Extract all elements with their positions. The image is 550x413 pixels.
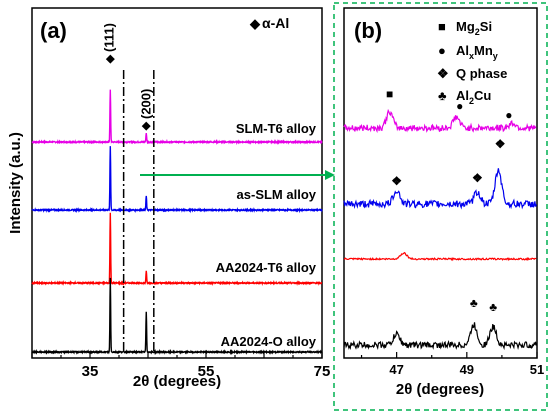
panel-b-legend: ■ Mg2Si ● AlxMny ❖ Q phase ♣ Al2Cu xyxy=(437,19,507,106)
panel-b-phase-marker-icon: ■ xyxy=(386,87,393,101)
panel-b-phase-marker-icon: ❖ xyxy=(495,137,506,151)
panel-a-series-label: as-SLM alloy xyxy=(237,187,317,202)
panel-b-phase-marker-icon: ● xyxy=(456,99,463,113)
legend-al2cu: Al2Cu xyxy=(456,88,491,106)
panel-a-series-line xyxy=(31,277,323,356)
panel-a-x-tick-label: 55 xyxy=(198,363,215,380)
panel-a-dashdot-lines xyxy=(122,70,155,352)
panel-a-series-line xyxy=(31,212,323,286)
mg2si-square-icon: ■ xyxy=(438,19,446,34)
alxmny-circle-icon: ● xyxy=(438,43,446,58)
panel-a-series-label: SLM-T6 alloy xyxy=(236,121,317,136)
panel-b-dashed-box xyxy=(333,2,548,411)
panel-b-phase-marker-icon: ❖ xyxy=(472,171,483,185)
panel-a-label: (a) xyxy=(40,18,67,43)
peak-111-label: (111) xyxy=(101,23,116,52)
panel-a-ylabel: Intensity (a.u.) xyxy=(7,132,24,234)
al2cu-club-icon: ♣ xyxy=(438,88,447,103)
q-phase-icon: ❖ xyxy=(437,66,449,81)
panel-b-phase-marker-icon: ● xyxy=(505,108,512,122)
panel-a-series-label: AA2024-O alloy xyxy=(221,334,317,349)
panel-a-peak-labels: ◆(111)◆(200) xyxy=(101,23,153,132)
panel-a-series-group xyxy=(31,89,323,356)
peak-200-label: (200) xyxy=(138,89,153,119)
arrow-head-icon xyxy=(325,170,335,180)
panel-a-frame xyxy=(31,7,323,359)
panel-b-x-tick-label: 49 xyxy=(460,362,474,377)
panel-a-legend: ◆ α-Al xyxy=(249,15,289,31)
panel-b-series-line xyxy=(343,168,537,210)
alpha-al-diamond-icon: ◆ xyxy=(249,16,261,31)
panel-b-phase-markers: ■ ● ● ❖ ❖ ❖ ♣ ♣ xyxy=(386,87,513,314)
panel-b-phase-marker-icon: ♣ xyxy=(470,296,478,310)
panel-a-series-label: AA2024-T6 alloy xyxy=(216,260,317,275)
panel-b-x-tick-label: 51 xyxy=(530,362,544,377)
panel-a-series-line xyxy=(31,146,323,214)
panel-b-x-tick-label: 47 xyxy=(389,362,403,377)
panel-b-series-group xyxy=(343,108,537,351)
panel-a-ticks: 35 55 75 xyxy=(31,352,331,380)
panel-b: ■ ● ● ❖ ❖ ❖ ♣ ♣ 47 49 51 (b) 2θ (degrees) ■ Mg2Si… xyxy=(333,2,548,411)
panel-b-xlabel: 2θ (degrees) xyxy=(396,381,484,398)
panel-b-phase-marker-icon: ❖ xyxy=(391,174,402,188)
panel-b-series-line xyxy=(343,322,537,351)
legend-mg2si: Mg2Si xyxy=(456,19,492,37)
panel-a-x-tick-label: 35 xyxy=(82,363,99,380)
peak-111-diamond-icon: ◆ xyxy=(105,53,115,65)
connector-arrow xyxy=(140,170,335,180)
peak-200-diamond-icon: ◆ xyxy=(141,120,151,132)
panel-a: 35 55 75 (a) Intensity (a.u.) 2θ (degrees)… xyxy=(7,7,331,390)
panel-a-series-line xyxy=(31,89,323,146)
legend-alpha-al: α-Al xyxy=(262,15,289,31)
legend-alxmny: AlxMny xyxy=(456,43,498,61)
panel-b-phase-marker-icon: ♣ xyxy=(489,300,497,314)
panel-b-ticks: 47 49 51 xyxy=(360,352,544,377)
panel-a-xlabel: 2θ (degrees) xyxy=(133,373,221,390)
legend-q-phase: Q phase xyxy=(456,66,507,81)
panel-a-series-labels: SLM-T6 alloy as-SLM alloy AA2024-T6 alloy A… xyxy=(216,121,317,349)
panel-b-label: (b) xyxy=(354,18,382,43)
panel-b-series-line xyxy=(343,251,537,262)
panel-a-x-tick-label: 75 xyxy=(314,363,331,380)
panel-b-series-line xyxy=(343,108,537,134)
panel-b-frame xyxy=(343,7,538,359)
